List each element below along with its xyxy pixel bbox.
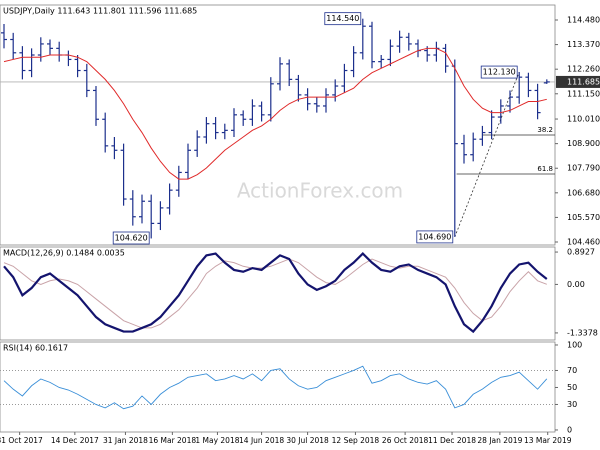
- x-tick-label: 14 Dec 2017: [51, 436, 99, 445]
- x-tick-label: 13 Mar 2019: [524, 436, 572, 445]
- series-line: [3, 47, 547, 180]
- panel-title: RSI(14) 60.1617: [3, 344, 68, 353]
- x-tick-label: 31 Oct 2017: [0, 436, 43, 445]
- y-tick-label: 106.680: [567, 188, 600, 197]
- panel-frame: [0, 246, 556, 341]
- y-tick-label: 104.460: [567, 238, 600, 247]
- annotation-label: 104.690: [418, 232, 451, 241]
- y-tick-label: 30: [567, 400, 577, 409]
- annotation-box: [480, 65, 518, 79]
- series-line: [3, 258, 547, 329]
- trend-line: [454, 71, 520, 238]
- fib-label: 38.2: [537, 126, 553, 134]
- x-tick-label: 14 Jun 2018: [239, 436, 284, 445]
- panel-frame: [0, 4, 556, 246]
- annotation-box: [416, 230, 454, 244]
- y-tick-label: 0.00: [567, 280, 585, 289]
- panel-title: USDJPY,Daily 111.643 111.801 111.596 111…: [3, 7, 197, 16]
- y-tick-label: 110.010: [567, 115, 600, 124]
- y-tick-label: 0.8927: [567, 248, 595, 257]
- current-price-label: 111.685: [567, 77, 600, 86]
- annotation-label: 114.540: [326, 14, 359, 23]
- y-tick-label: 105.570: [567, 213, 600, 222]
- watermark: ActionForex.com: [237, 179, 403, 203]
- y-tick-label: 100: [567, 340, 582, 349]
- x-tick-label: 30 Jul 2018: [286, 436, 329, 445]
- fib-label: 61.8: [537, 165, 553, 173]
- annotation-box: [324, 12, 362, 26]
- y-tick-label: 0: [567, 425, 572, 434]
- y-tick-label: 108.900: [567, 139, 600, 148]
- annotation-box: [112, 231, 150, 245]
- y-tick-label: 50: [567, 383, 577, 392]
- y-tick-label: 113.370: [567, 40, 600, 49]
- y-tick-label: 107.790: [567, 164, 600, 173]
- series-line: [3, 252, 548, 334]
- panel-title: MACD(12,26,9) 0.1484 0.0035: [3, 249, 125, 258]
- annotation-label: 104.620: [115, 234, 148, 243]
- y-tick-label: 114.480: [567, 16, 600, 25]
- y-tick-label: 70: [567, 366, 577, 375]
- y-tick-label: 112.260: [567, 65, 600, 74]
- x-tick-label: 16 Mar 2018: [149, 436, 197, 445]
- x-tick-label: 31 Jan 2018: [103, 436, 148, 445]
- x-tick-label: 28 Jan 2019: [477, 436, 522, 445]
- y-tick-label: -1.3378: [567, 328, 598, 337]
- x-tick-label: 1 May 2018: [195, 436, 239, 445]
- x-tick-label: 26 Oct 2018: [382, 436, 429, 445]
- x-tick-label: 11 Dec 2018: [428, 436, 476, 445]
- current-price-box: [556, 75, 600, 88]
- x-tick-label: 12 Sep 2018: [332, 436, 380, 445]
- annotation-label: 112.130: [483, 68, 516, 77]
- series-line: [3, 365, 548, 410]
- y-tick-label: 111.150: [567, 89, 600, 98]
